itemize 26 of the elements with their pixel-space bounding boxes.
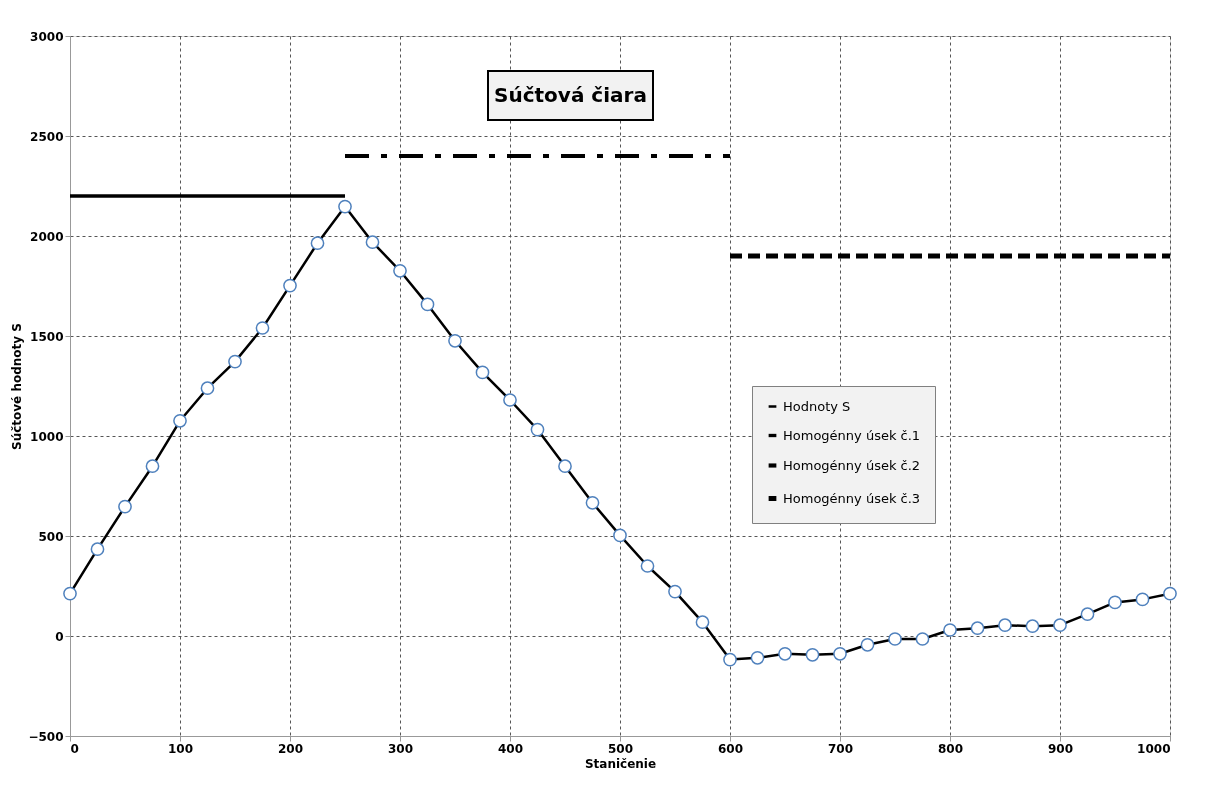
y-tick-label: 1500 [30,329,64,344]
x-tick-label: 200 [277,741,304,756]
x-tick-label: 500 [607,741,634,756]
x-axis-title: Staničenie [584,756,657,771]
x-tick-label: 0 [70,741,79,756]
x-tick-label: 1000 [1137,741,1171,756]
legend-label: Hodnoty S [783,398,851,414]
text: Súčtová čiara [494,82,647,107]
y-tick-label: −500 [28,729,64,744]
y-tick-label: 1000 [30,429,64,444]
x-tick-label: 600 [717,741,744,756]
x-tick-label: 700 [827,741,854,756]
x-tick-label: 300 [387,741,414,756]
y-tick-label: 500 [38,529,64,544]
y-tick-label: 0 [55,629,64,644]
legend-label: Homogénny úsek č.1 [783,427,921,443]
x-tick-label: 900 [1047,741,1074,756]
y-tick-label: 2000 [30,229,64,244]
x-tick-label: 400 [497,741,524,756]
y-tick-label: 2500 [30,129,64,144]
y-axis-title: Súčtové hodnoty S [10,323,25,450]
legend-label: Homogénny úsek č.3 [783,490,921,506]
x-tick-label: 800 [937,741,964,756]
y-tick-label: 3000 [30,29,64,44]
legend-label: Homogénny úsek č.2 [783,457,921,473]
x-tick-label: 100 [167,741,194,756]
